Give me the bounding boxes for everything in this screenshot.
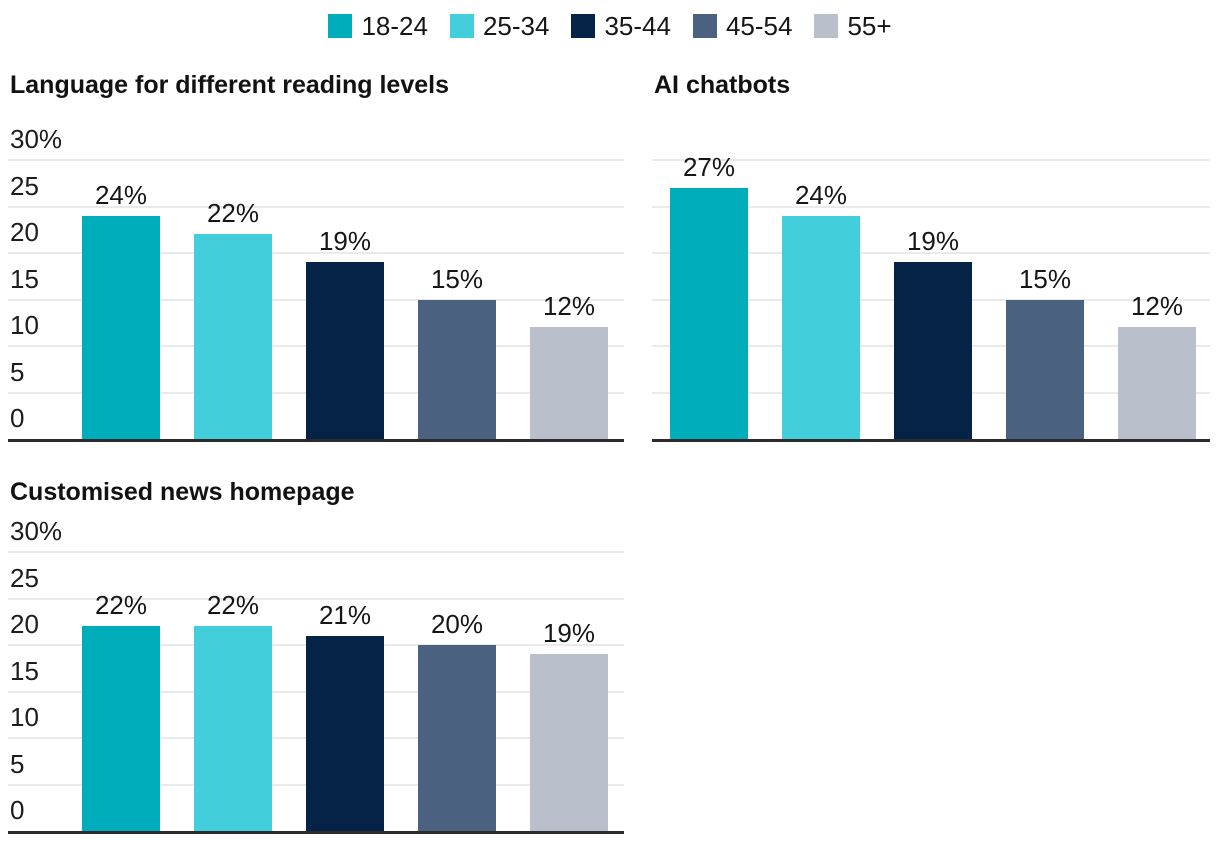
swatch-cyan-icon	[449, 14, 474, 38]
bar-value-label: 20%	[430, 609, 484, 639]
bar-plot: 27% 24% 19% 15% 12%	[652, 154, 1210, 442]
bar-55plus	[1118, 327, 1196, 439]
bar-value-label: 15%	[430, 263, 484, 294]
gridline-25	[8, 597, 624, 600]
bar-25-34	[194, 234, 272, 439]
swatch-gray-icon	[814, 14, 839, 38]
bar-18-24	[670, 187, 748, 439]
bar-plot: 30% 25 20 15 10 5 0 22% 22% 21% 20% 19%	[8, 518, 624, 834]
y-tick-label: 30%	[10, 124, 63, 154]
bar-18-24	[82, 626, 160, 831]
legend-item-25-34: 25-34	[449, 11, 550, 41]
y-tick-label: 10	[10, 310, 39, 340]
bar-25-34	[782, 215, 860, 439]
bar-value-label: 24%	[94, 179, 148, 210]
gridline-25	[652, 205, 1210, 208]
gridline-30	[8, 159, 624, 161]
swatch-slate-icon	[692, 14, 717, 38]
chart-title: AI chatbots	[654, 71, 791, 99]
y-tick-label: 25	[10, 170, 39, 201]
bar-45-54	[1006, 299, 1084, 439]
bar-value-label: 24%	[794, 179, 848, 210]
bar-value-label: 22%	[206, 198, 260, 229]
legend-label: 35-44	[604, 11, 671, 41]
chart-ai-chatbots: AI chatbots 27% 24% 19% 15% 12%	[652, 71, 1210, 446]
bar-45-54	[418, 645, 496, 831]
bar-35-44	[306, 635, 384, 831]
chart-title: Customised news homepage	[10, 478, 355, 506]
y-tick-label: 25	[10, 562, 39, 593]
legend-item-18-24: 18-24	[328, 13, 428, 39]
gridline-20	[652, 252, 1210, 254]
legend-label: 55+	[847, 11, 892, 41]
bar-25-34	[194, 626, 272, 831]
gridline-20	[8, 252, 624, 254]
bar-45-54	[418, 299, 496, 439]
legend-label: 45-54	[725, 11, 793, 41]
bar-value-label: 21%	[318, 599, 372, 630]
bar-value-label: 27%	[682, 151, 736, 182]
legend-item-45-54: 45-54	[692, 11, 793, 41]
y-tick-label: 20	[10, 609, 39, 639]
swatch-navy-icon	[571, 14, 596, 38]
legend-item-35-44: 35-44	[571, 13, 671, 39]
bar-value-label: 12%	[1130, 291, 1184, 322]
bar-55plus	[530, 654, 608, 831]
chart-title: Language for different reading levels	[10, 71, 449, 99]
y-tick-label: 30%	[10, 516, 63, 546]
legend-label: 25-34	[482, 11, 550, 41]
y-tick-label: 15	[10, 263, 39, 294]
y-tick-label: 20	[10, 217, 39, 247]
chart-language-reading-levels: Language for different reading levels 30…	[8, 71, 624, 446]
gridline-25	[8, 205, 624, 208]
y-tick-label: 5	[10, 748, 25, 779]
y-tick-label: 0	[10, 403, 25, 433]
bar-value-label: 19%	[542, 618, 596, 649]
gridline-30	[8, 551, 624, 553]
bar-35-44	[894, 262, 972, 439]
swatch-teal-icon	[328, 14, 353, 38]
bar-value-label: 19%	[318, 226, 372, 257]
bar-plot: 30% 25 20 15 10 5 0 24% 22% 19% 15% 12%	[8, 126, 624, 442]
y-tick-label: 5	[10, 356, 25, 387]
legend-label: 18-24	[361, 11, 428, 41]
bar-value-label: 12%	[542, 291, 596, 322]
bar-value-label: 15%	[1018, 263, 1072, 294]
bar-18-24	[82, 215, 160, 439]
bar-35-44	[306, 262, 384, 439]
bar-value-label: 22%	[206, 590, 260, 621]
legend: 18-24 25-34 35-44 45-54 55+	[0, 13, 1220, 39]
bar-55plus	[530, 327, 608, 439]
bar-value-label: 19%	[906, 226, 960, 257]
y-tick-label: 15	[10, 655, 39, 686]
gridline-30	[652, 159, 1210, 161]
y-tick-label: 10	[10, 702, 39, 732]
chart-customised-news-homepage: Customised news homepage 30% 25 20 15 10 5 0 22…	[8, 478, 624, 838]
bar-value-label: 22%	[94, 590, 148, 621]
legend-item-55plus: 55+	[814, 11, 892, 41]
y-tick-label: 0	[10, 795, 25, 825]
